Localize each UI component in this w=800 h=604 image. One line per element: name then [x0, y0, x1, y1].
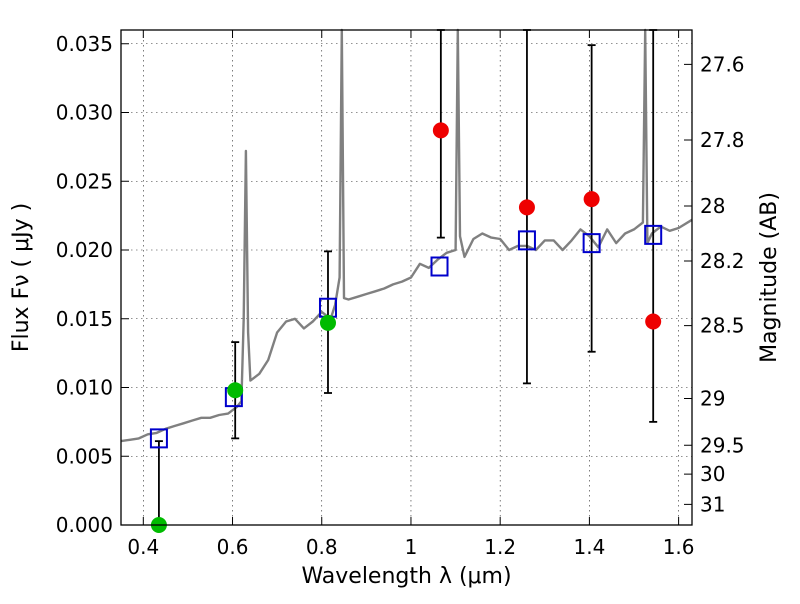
- spectrum-line: [120, 28, 693, 443]
- y-tick-label: 0.025: [56, 169, 113, 193]
- model-square-point: [149, 428, 168, 449]
- mag-tick-label: 29.5: [700, 433, 745, 457]
- tick-layer: 0.4 0.6 0.8 1 1.2 1.4 1.6 0.000 0.005 0.010 0.015 0…: [56, 30, 745, 559]
- x-tick-label: 0.4: [127, 535, 159, 559]
- errorbar-layer: [154, 29, 658, 526]
- x-tick-label: 1.6: [663, 535, 695, 559]
- mag-tick-label: 27.8: [700, 128, 745, 152]
- mag-tick-label: 31: [700, 492, 725, 516]
- red-circle-point: [518, 199, 535, 216]
- mag-tick-label: 28.2: [700, 249, 745, 273]
- x-tick-label: 1.2: [484, 535, 516, 559]
- red-circle-point: [432, 122, 449, 139]
- y-tick-label: 0.020: [56, 238, 113, 262]
- x-tick-label: 1.4: [573, 535, 605, 559]
- plot-frame: [120, 29, 693, 526]
- model-square-point: [517, 230, 536, 251]
- mag-tick-label: 29: [700, 387, 725, 411]
- y-tick-label: 0.005: [56, 444, 113, 468]
- green-circle-point: [227, 382, 244, 399]
- mag-tick-label: 28.5: [700, 314, 745, 338]
- red-circle-point: [645, 313, 662, 330]
- model-square-point: [644, 224, 663, 245]
- mag-tick-label: 27.6: [700, 52, 745, 76]
- spectrum-layer: [120, 28, 693, 443]
- model-square-point: [582, 233, 601, 254]
- mag-tick-label: 28: [700, 194, 725, 218]
- y-tick-label: 0.030: [56, 101, 113, 125]
- x-tick-label: 0.8: [306, 535, 338, 559]
- grid-layer: [121, 30, 692, 526]
- x-axis-label: Wavelength λ (μm): [301, 564, 511, 589]
- red-circle-point: [583, 191, 600, 208]
- model-square-point: [430, 256, 449, 277]
- y2-axis-label: Magnitude (AB): [757, 192, 782, 363]
- y-tick-label: 0.035: [56, 32, 113, 56]
- x-tick-label: 0.6: [217, 535, 249, 559]
- marker-layer: [149, 122, 663, 533]
- x-tick-label: 1: [405, 535, 418, 559]
- y-tick-label: 0.015: [56, 307, 113, 331]
- y-axis-label: Flux Fν ( μJy ): [9, 203, 34, 352]
- mag-tick-label: 30: [700, 462, 725, 486]
- y-tick-label: 0.000: [56, 513, 113, 537]
- green-circle-point: [319, 314, 336, 331]
- y-tick-label: 0.010: [56, 376, 113, 400]
